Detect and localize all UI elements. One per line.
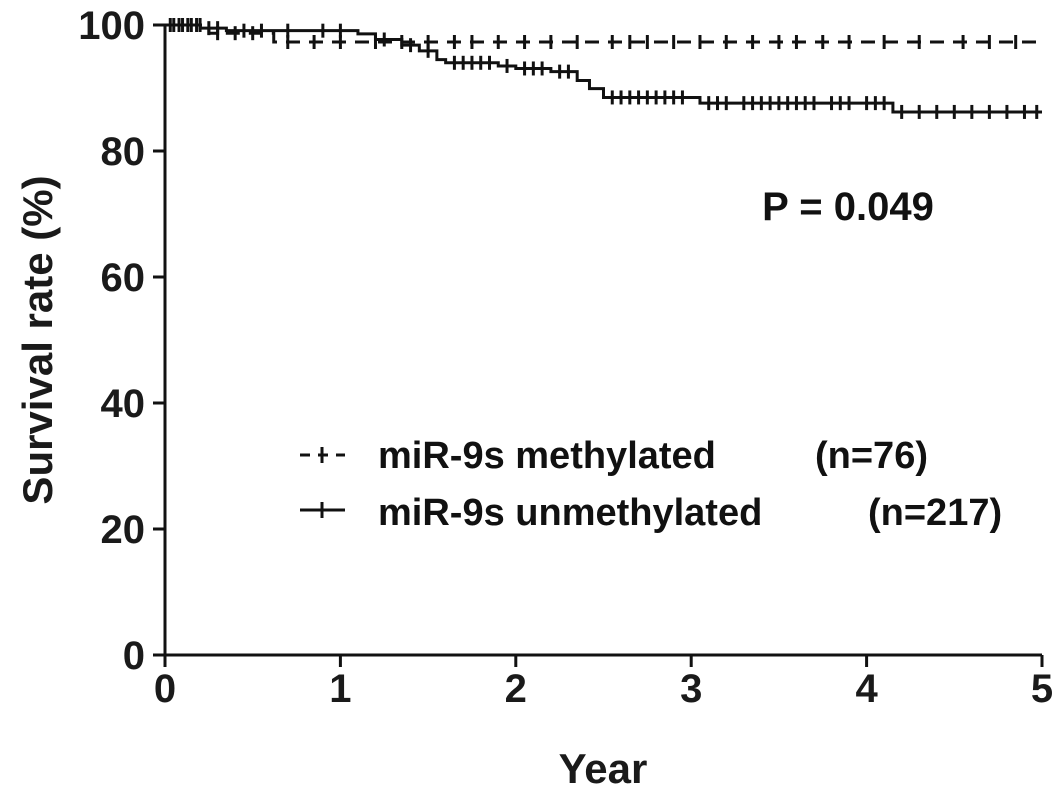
x-tick-label: 4	[855, 667, 878, 711]
p-value-annotation: P = 0.049	[762, 185, 934, 229]
plot-area: 0 20 40 60 80 100 0 1 2 3 4 5	[78, 4, 1053, 711]
legend-count-unmethylated: (n=217)	[868, 492, 1002, 534]
km-curve-methylated	[165, 23, 1042, 44]
x-axis-title: Year	[559, 745, 648, 792]
x-tick-label: 2	[505, 667, 527, 711]
legend-swatch-methylated	[300, 447, 345, 463]
series-layer	[165, 18, 1042, 119]
legend-swatch-unmethylated	[300, 502, 345, 518]
legend: miR-9s methylated (n=76) miR-9s unmethyl…	[300, 435, 1002, 534]
x-tick-label: 1	[329, 667, 351, 711]
y-tick-label: 40	[101, 382, 146, 426]
legend-item-unmethylated: miR-9s unmethylated (n=217)	[300, 492, 1002, 534]
y-tick-label: 100	[78, 4, 145, 48]
y-tick-label: 60	[101, 256, 146, 300]
legend-count-methylated: (n=76)	[815, 435, 928, 477]
y-tick-label: 80	[101, 130, 146, 174]
km-curve-unmethylated	[165, 23, 1042, 114]
y-axis-ticks: 0 20 40 60 80 100	[78, 4, 165, 678]
x-axis-ticks: 0 1 2 3 4 5	[154, 655, 1053, 711]
legend-label-unmethylated: miR-9s unmethylated	[378, 492, 762, 534]
x-tick-label: 0	[154, 667, 176, 711]
legend-label-methylated: miR-9s methylated	[378, 435, 716, 477]
y-axis-title: Survival rate (%)	[14, 175, 61, 504]
y-tick-label: 20	[101, 508, 146, 552]
legend-item-methylated: miR-9s methylated (n=76)	[300, 435, 928, 477]
y-tick-label: 0	[123, 634, 145, 678]
x-tick-label: 5	[1031, 667, 1053, 711]
x-tick-label: 3	[680, 667, 702, 711]
